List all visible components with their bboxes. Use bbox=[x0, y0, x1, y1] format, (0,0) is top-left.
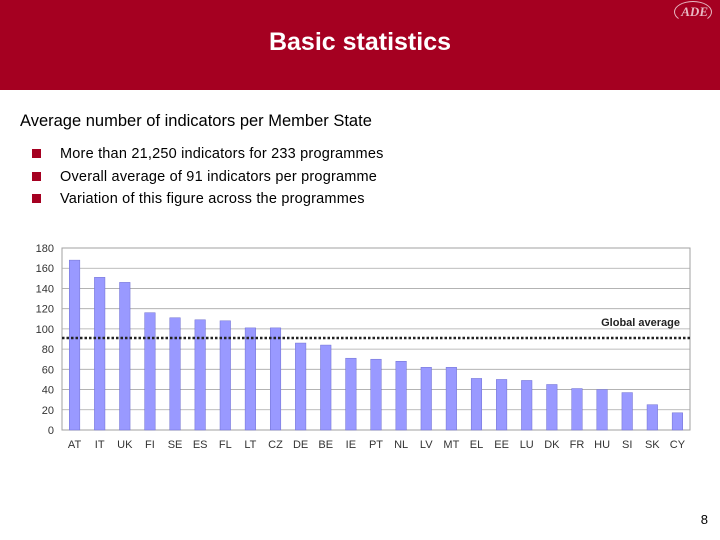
x-tick-label: SK bbox=[645, 439, 660, 451]
y-tick-label: 80 bbox=[42, 344, 54, 356]
y-tick-label: 0 bbox=[48, 425, 54, 437]
y-tick-label: 20 bbox=[42, 405, 54, 417]
bar bbox=[546, 384, 558, 431]
x-tick-label: FI bbox=[145, 439, 155, 451]
x-tick-label: IT bbox=[95, 439, 105, 451]
bullet-item: Variation of this figure across the prog… bbox=[30, 190, 384, 213]
bullet-item: More than 21,250 indicators for 233 prog… bbox=[30, 145, 384, 168]
page-title: Basic statistics bbox=[268, 28, 452, 56]
x-tick-label: ES bbox=[193, 439, 208, 451]
bar bbox=[370, 358, 382, 431]
bar bbox=[119, 282, 131, 431]
bar bbox=[470, 378, 483, 431]
bar bbox=[219, 320, 231, 431]
bar-chart: 0 20 40 60 80 100 120 140 160 180 AT IT UK FI SE ES FL LT… bbox=[36, 243, 691, 451]
ade-logo: ADE bbox=[681, 4, 708, 19]
x-tick-label: PT bbox=[369, 439, 383, 451]
x-tick-label: SI bbox=[622, 439, 632, 451]
bullet-text: Overall average of 91 indicators per pro… bbox=[60, 168, 378, 185]
x-tick-label: DK bbox=[544, 439, 560, 451]
bullet-list: More than 21,250 indicators for 233 prog… bbox=[30, 145, 384, 213]
x-tick-label: AT bbox=[68, 439, 82, 451]
bar bbox=[94, 277, 106, 431]
bar bbox=[596, 389, 608, 431]
x-tick-label: HU bbox=[594, 439, 610, 451]
bar bbox=[320, 344, 332, 431]
x-tick-label: BE bbox=[318, 439, 333, 451]
y-tick-label: 40 bbox=[42, 385, 54, 397]
header-banner: Basic statistics ADE bbox=[0, 0, 720, 90]
page-number: 8 bbox=[700, 512, 708, 527]
x-tick-label: SE bbox=[168, 439, 183, 451]
bullet-square-icon bbox=[32, 194, 41, 203]
logo-arc-icon bbox=[674, 1, 712, 23]
x-tick-label: LV bbox=[420, 439, 433, 451]
x-tick-label: NL bbox=[394, 439, 408, 451]
bar bbox=[345, 357, 357, 431]
bar bbox=[395, 360, 407, 431]
bar bbox=[521, 380, 533, 431]
y-tick-label: 120 bbox=[36, 304, 54, 316]
bar bbox=[269, 327, 282, 431]
bar bbox=[144, 312, 156, 431]
x-tick-label: FR bbox=[570, 439, 585, 451]
bar bbox=[69, 259, 81, 431]
bar bbox=[420, 367, 432, 431]
y-tick-label: 60 bbox=[42, 364, 54, 376]
bar bbox=[646, 404, 658, 431]
bar bbox=[244, 327, 256, 431]
bullet-square-icon bbox=[32, 149, 41, 158]
x-tick-label: LU bbox=[520, 439, 534, 451]
bar bbox=[194, 319, 206, 431]
global-average-label: Global average bbox=[601, 317, 680, 329]
bar bbox=[496, 379, 508, 431]
slide-subtitle: Average number of indicators per Member … bbox=[20, 112, 372, 130]
bar bbox=[671, 412, 683, 431]
x-tick-label: UK bbox=[117, 439, 133, 451]
x-tick-label: CZ bbox=[268, 439, 283, 451]
bullet-square-icon bbox=[32, 171, 41, 181]
x-tick-label: EL bbox=[470, 439, 483, 451]
y-tick-label: 100 bbox=[36, 324, 54, 336]
bar bbox=[295, 342, 307, 431]
x-tick-label: EE bbox=[494, 439, 509, 451]
bullet-text: More than 21,250 indicators for 233 prog… bbox=[60, 146, 384, 162]
x-tick-label: LT bbox=[244, 439, 256, 451]
y-tick-label: 180 bbox=[36, 243, 54, 255]
x-tick-label: MT bbox=[443, 439, 459, 451]
y-tick-label: 160 bbox=[36, 263, 54, 275]
x-tick-label: DE bbox=[293, 439, 308, 451]
x-tick-label: IE bbox=[346, 439, 356, 451]
bullet-item: Overall average of 91 indicators per pro… bbox=[30, 168, 384, 191]
bullet-text: Variation of this figure across the prog… bbox=[60, 191, 365, 207]
bar bbox=[571, 388, 583, 431]
bar bbox=[169, 317, 181, 431]
bar bbox=[445, 367, 457, 431]
x-tick-label: FL bbox=[219, 439, 232, 451]
x-tick-label: CY bbox=[670, 439, 686, 451]
bar bbox=[621, 392, 633, 431]
y-tick-label: 140 bbox=[36, 283, 54, 295]
